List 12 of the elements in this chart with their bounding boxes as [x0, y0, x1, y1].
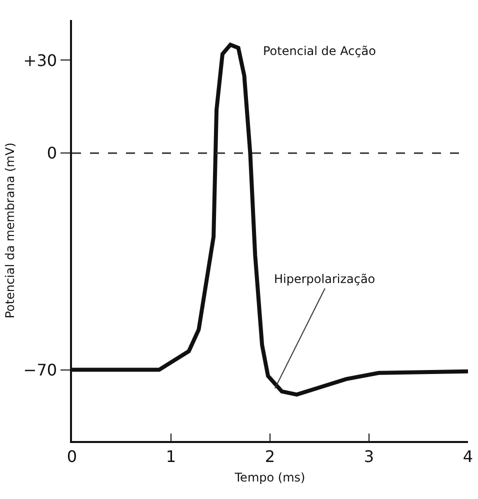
y-tick-label: +30 [23, 50, 58, 70]
x-tick-label: 0 [66, 446, 78, 466]
y-axis-title: Potencial da membrana (mV) [3, 142, 18, 318]
y-tick-label: 0 [46, 144, 58, 163]
annotation: Hiperpolarização [274, 272, 376, 286]
x-tick-label: 4 [462, 446, 474, 466]
y-tick-label: −70 [23, 360, 58, 380]
x-axis-title: Tempo (ms) [234, 470, 306, 484]
x-tick-label: 1 [166, 446, 176, 466]
x-tick-label: 3 [364, 446, 374, 466]
annotation: Potencial de Acção [263, 44, 376, 58]
x-tick-label: 2 [264, 446, 276, 466]
